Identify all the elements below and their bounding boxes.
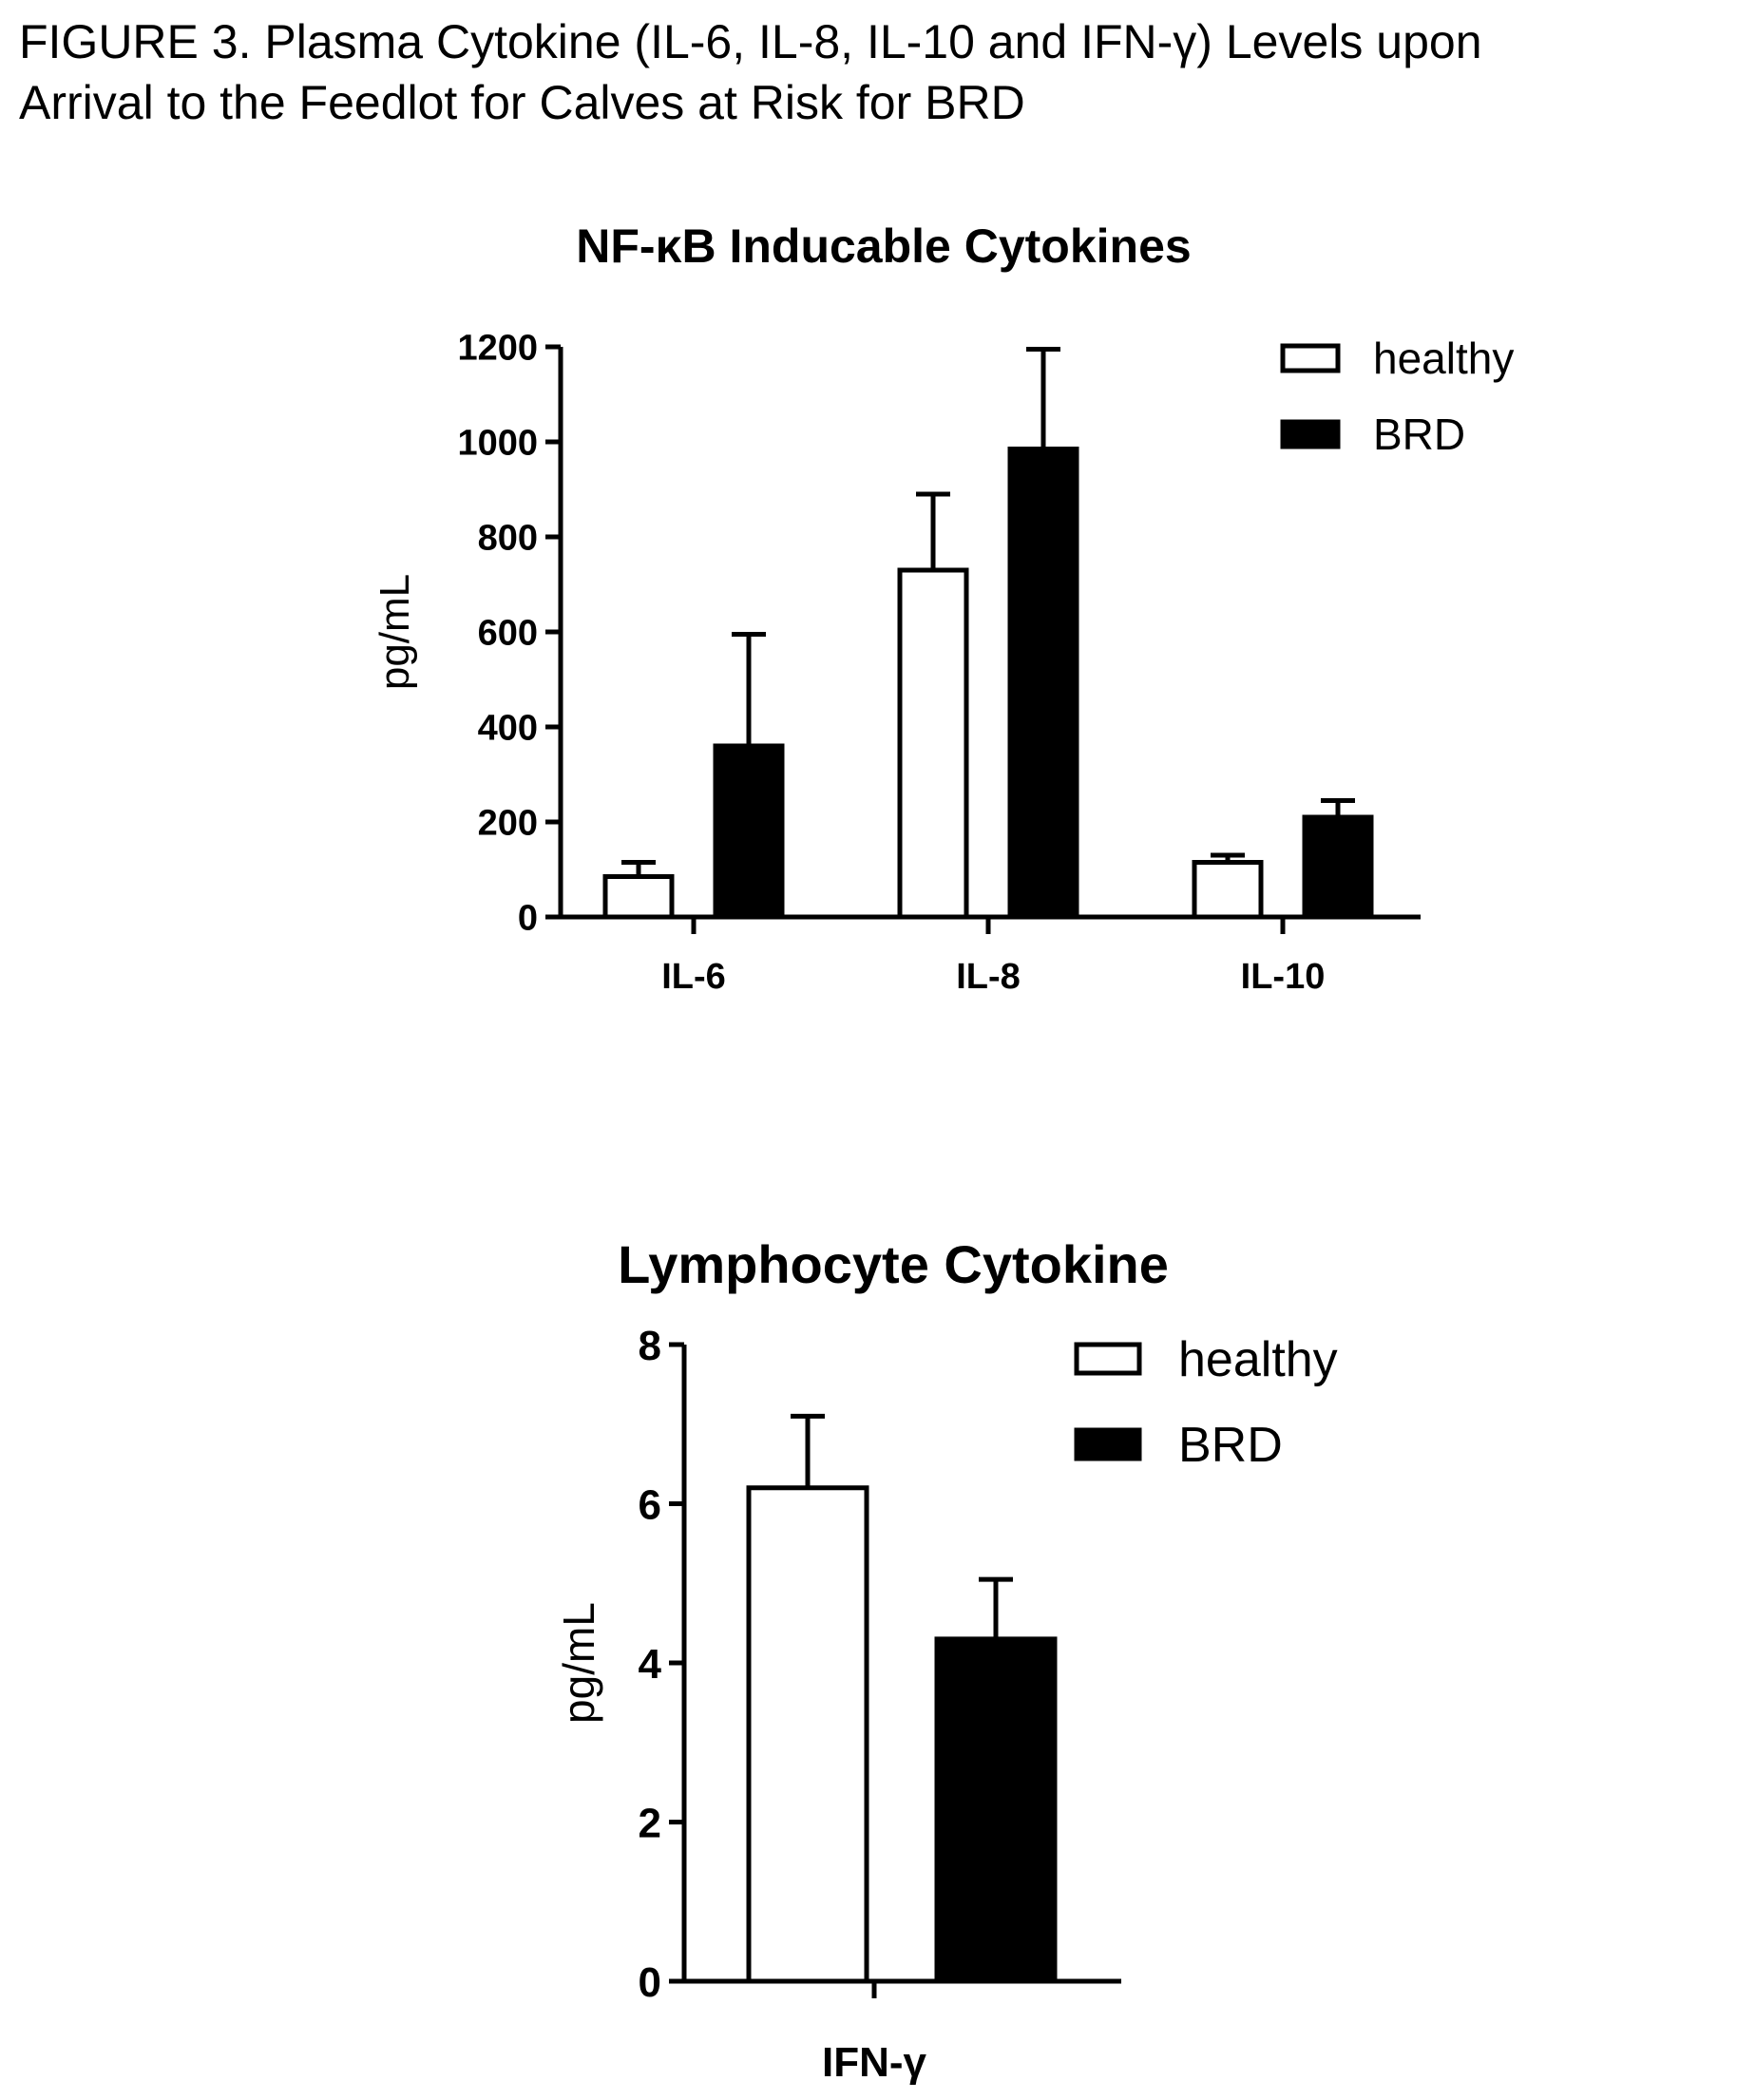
- x-tick-label: IFN-γ: [822, 2039, 927, 2086]
- y-tick-label: 800: [478, 519, 538, 559]
- legend-swatch-BRD: [1280, 419, 1341, 449]
- legend-label: BRD: [1373, 410, 1465, 459]
- x-tick-label: IL-8: [956, 957, 1021, 997]
- x-tick-label: IL-6: [661, 957, 726, 997]
- bar-healthy: [746, 1485, 869, 1984]
- chart1: 0 200 400 600 800 1000 1200 pg/mL IL-6 IL-8 IL-10 h…: [372, 329, 1514, 997]
- y-tick-label: 400: [478, 709, 538, 749]
- y-tick-label: 0: [518, 899, 538, 939]
- y-tick-label: 1200: [457, 329, 538, 369]
- y-tick-label: 600: [478, 614, 538, 654]
- caption-line-1: FIGURE 3. Plasma Cytokine (IL-6, IL-8, I…: [19, 15, 1482, 68]
- y-axis-label: pg/mL: [372, 574, 418, 690]
- y-axis-label: pg/mL: [554, 1602, 603, 1724]
- y-tick-label: 2: [639, 1800, 661, 1846]
- legend-label: healthy: [1373, 334, 1514, 383]
- x-tick-label: IL-10: [1241, 957, 1326, 997]
- bar-BRD: [934, 1636, 1058, 1984]
- legend-label: BRD: [1178, 1418, 1283, 1473]
- legend-swatch-BRD: [1074, 1427, 1142, 1461]
- y-tick-label: 8: [639, 1323, 661, 1369]
- y-tick-label: 4: [639, 1641, 662, 1688]
- chart1-title: NF-κB Inducable Cytokines: [576, 220, 1192, 273]
- legend-swatch-healthy: [1280, 343, 1341, 373]
- y-tick-label: 200: [478, 804, 538, 844]
- y-tick-label: 0: [639, 1959, 661, 2006]
- y-tick-label: 1000: [457, 424, 538, 464]
- bar-BRD: [1302, 814, 1374, 920]
- caption-line-2: Arrival to the Feedlot for Calves at Ris…: [19, 76, 1025, 129]
- bar-BRD: [1007, 447, 1079, 920]
- bar-healthy: [897, 567, 969, 920]
- legend-label: healthy: [1178, 1332, 1338, 1387]
- bar-BRD: [713, 743, 785, 920]
- y-tick-label: 6: [639, 1481, 661, 1528]
- chart2-title: Lymphocyte Cytokine: [618, 1234, 1169, 1294]
- legend-swatch-healthy: [1074, 1342, 1142, 1376]
- bar-healthy: [602, 874, 675, 920]
- chart2: 0 2 4 6 8 pg/mL IFN-γ healthy BRD: [554, 1323, 1338, 2086]
- bar-healthy: [1192, 860, 1264, 920]
- figure-caption: FIGURE 3. Plasma Cytokine (IL-6, IL-8, I…: [19, 11, 1748, 133]
